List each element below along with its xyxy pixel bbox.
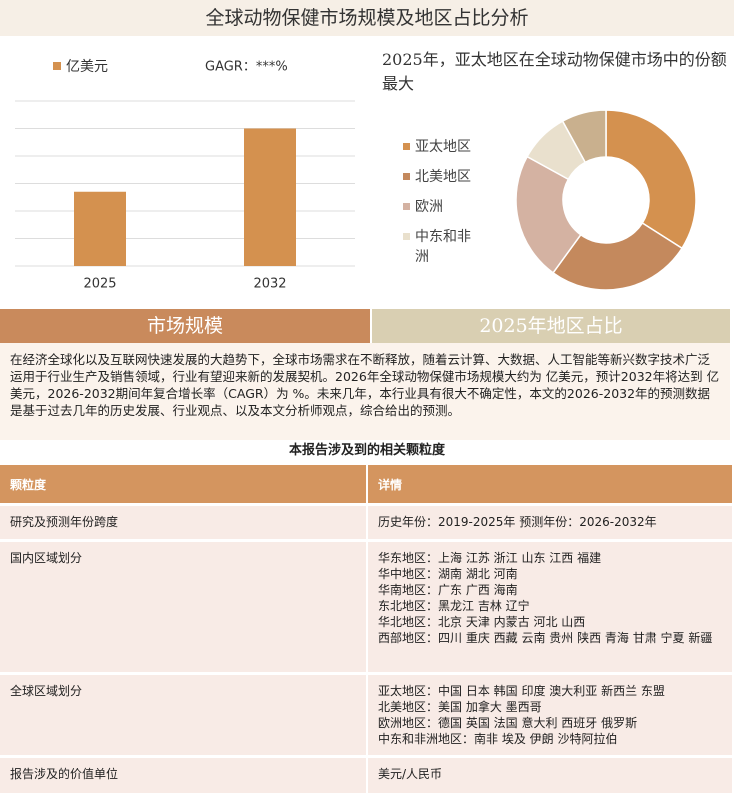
- detail-cell: 亚太地区：中国 日本 韩国 印度 澳大利亚 新西兰 东盟 北美地区：美国 加拿大 …: [368, 675, 732, 755]
- detail-line: 华东地区：上海 江苏 浙江 山东 江西 福建: [378, 551, 602, 565]
- detail-line: 北美地区：美国 加拿大 墨西哥: [378, 700, 542, 714]
- legend-swatch: [53, 62, 61, 70]
- detail-line: 历史年份：2019-2025年 预测年份：2026-2032年: [378, 515, 657, 529]
- x-tick-label: 2032: [253, 277, 286, 292]
- legend-swatch: [403, 203, 410, 210]
- table-row: 全球区域划分 亚太地区：中国 日本 韩国 印度 澳大利亚 新西兰 东盟 北美地区：美…: [0, 675, 732, 755]
- bar-chart: 亿美元 GAGR：***% 2025 2032: [15, 59, 355, 292]
- table: 颗粒度 详情 研究及预测年份跨度 历史年份：2019-2025年 预测年份：2026-…: [0, 462, 732, 796]
- legend-label: 亚太地区: [415, 139, 471, 155]
- page-title: 全球动物保健市场规模及地区占比分析: [0, 0, 734, 36]
- bar: [244, 128, 296, 266]
- legend-swatch: [403, 143, 410, 150]
- detail-line: 亚太地区：中国 日本 韩国 印度 澳大利亚 新西兰 东盟: [378, 684, 665, 698]
- pie-slice: [552, 222, 684, 291]
- annotation: GAGR：***%: [205, 60, 288, 75]
- table-header-row: 颗粒度 详情: [0, 465, 732, 503]
- pie-slice: [605, 109, 697, 250]
- legend-label: 欧洲: [415, 199, 443, 215]
- label-cell: 全球区域划分: [0, 675, 368, 755]
- section-header: 2025年地区占比: [372, 309, 730, 343]
- legend-item: 欧洲: [403, 197, 483, 217]
- legend-swatch: [403, 173, 410, 180]
- x-tick-label: 2025: [83, 277, 116, 292]
- detail-line: 西部地区：四川 重庆 西藏 云南 贵州 陕西 青海 甘肃 宁夏 新疆: [378, 631, 713, 645]
- detail-line: 美元/人民币: [378, 767, 443, 781]
- pie-slice: [561, 109, 607, 164]
- detail-line: 华中地区：湖南 湖北 河南: [378, 567, 518, 581]
- detail-cell: 美元/人民币: [368, 758, 732, 793]
- detail-line: 欧洲地区：德国 英国 法国 意大利 西班牙 俄罗斯: [378, 716, 638, 730]
- legend-label: 北美地区: [415, 169, 471, 185]
- table-row: 研究及预测年份跨度 历史年份：2019-2025年 预测年份：2026-2032年: [0, 506, 732, 539]
- legend-swatch: [403, 233, 410, 240]
- label-cell: 国内区域划分: [0, 542, 368, 672]
- detail-line: 中东和非洲地区：南非 埃及 伊朗 沙特阿拉伯: [378, 732, 618, 746]
- legend-item: 中东和非洲: [403, 227, 483, 267]
- pie-slice: [515, 155, 582, 274]
- table-row: 报告涉及的价值单位 美元/人民币: [0, 758, 732, 793]
- label-cell: 报告涉及的价值单位: [0, 758, 368, 793]
- detail-cell: 历史年份：2019-2025年 预测年份：2026-2032年: [368, 506, 732, 539]
- table-title: 本报告涉及到的相关颗粒度: [288, 443, 445, 458]
- detail-cell: 华东地区：上海 江苏 浙江 山东 江西 福建 华中地区：湖南 湖北 河南 华南地区：…: [368, 542, 732, 672]
- legend-item: 亚太地区: [403, 137, 483, 157]
- bar: [74, 191, 126, 266]
- header-cell: 详情: [368, 465, 732, 503]
- label-cell: 研究及预测年份跨度: [0, 506, 368, 539]
- detail-line: 东北地区：黑龙江 吉林 辽宁: [378, 599, 530, 613]
- pie-title: 2025年，亚太地区在全球动物保健市场中的份额最大: [382, 50, 727, 93]
- detail-line: 华北地区：北京 天津 内蒙古 河北 山西: [378, 615, 586, 629]
- legend-label: 中东和非洲: [415, 229, 471, 265]
- detail-line: 华南地区：广东 广西 海南: [378, 583, 518, 597]
- legend-label: 亿美元: [66, 59, 108, 75]
- paragraph: 在经济全球化以及互联网快速发展的大趋势下，全球市场需求在不断释放，随着云计算、大…: [0, 343, 730, 440]
- header-cell: 颗粒度: [0, 465, 368, 503]
- legend-item: 北美地区: [403, 167, 483, 187]
- table-row: 国内区域划分 华东地区：上海 江苏 浙江 山东 江西 福建 华中地区：湖南 湖北 河…: [0, 542, 732, 672]
- pie-chart: [515, 109, 697, 291]
- section-header: 市场规模: [0, 309, 370, 343]
